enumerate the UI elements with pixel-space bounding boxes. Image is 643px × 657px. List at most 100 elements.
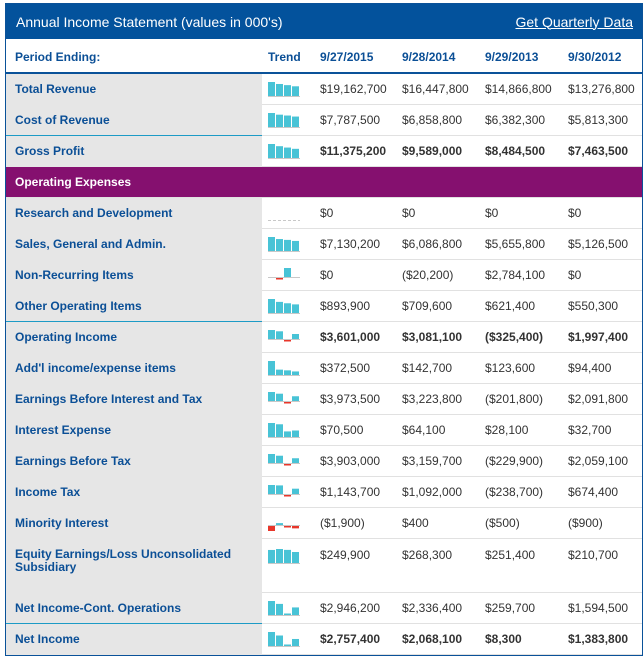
value-cell: $7,463,500	[562, 135, 642, 167]
value-cell: $3,159,700	[396, 445, 479, 477]
value-cell: $6,382,300	[479, 104, 562, 136]
sparkline-bar	[284, 464, 291, 466]
row-label: Gross Profit	[6, 135, 262, 167]
trend-sparkline-icon	[268, 454, 300, 466]
value-cell: $8,484,500	[479, 135, 562, 167]
sparkline-bar	[284, 370, 291, 375]
trend-cell[interactable]	[262, 259, 314, 291]
sparkline-bar	[276, 83, 283, 96]
table-row: Gross Profit $11,375,200 $9,589,000 $8,484,…	[6, 135, 642, 167]
value-cell: $94,400	[562, 352, 642, 384]
income-statement-widget: Annual Income Statement (values in 000's…	[5, 3, 643, 656]
value-cell: ($201,800)	[479, 383, 562, 415]
trend-cell[interactable]	[262, 228, 314, 260]
trend-sparkline-icon	[268, 330, 300, 342]
value-cell: $2,757,400	[314, 623, 396, 655]
trend-cell[interactable]	[262, 538, 314, 593]
trend-sparkline-icon	[268, 268, 300, 280]
sparkline-bar	[284, 402, 291, 404]
sparkline-bar	[284, 115, 291, 127]
sparkline-bar	[268, 237, 275, 251]
date-header[interactable]: 9/28/2014	[396, 39, 479, 74]
value-cell: $142,700	[396, 352, 479, 384]
value-cell: $3,973,500	[314, 383, 396, 415]
row-label: Earnings Before Interest and Tax	[6, 383, 262, 415]
sparkline-bar	[284, 239, 291, 251]
sparkline-bar	[284, 85, 291, 96]
date-header[interactable]: 9/27/2015	[314, 39, 396, 74]
value-cell: $16,447,800	[396, 73, 479, 105]
sparkline-bar	[292, 488, 299, 494]
sparkline-bar	[292, 458, 299, 463]
trend-cell[interactable]	[262, 476, 314, 508]
row-label: Non-Recurring Items	[6, 259, 262, 291]
trend-sparkline-icon	[268, 549, 300, 564]
value-cell: $249,900	[314, 538, 396, 593]
trend-cell[interactable]	[262, 445, 314, 477]
value-cell: $0	[314, 259, 396, 291]
row-label: Add'l income/expense items	[6, 352, 262, 384]
sparkline-bar	[284, 431, 291, 437]
value-cell: $0	[396, 197, 479, 229]
sparkline-bar	[284, 147, 291, 158]
value-cell: $372,500	[314, 352, 396, 384]
trend-sparkline-icon	[268, 423, 300, 438]
sparkline-bar	[284, 303, 291, 313]
value-cell: ($500)	[479, 507, 562, 539]
trend-cell[interactable]	[262, 197, 314, 229]
date-header[interactable]: 9/30/2012	[562, 39, 642, 74]
table-row: Other Operating Items $893,900 $709,600 $62…	[6, 290, 642, 322]
value-cell: $0	[562, 197, 642, 229]
date-header[interactable]: 9/29/2013	[479, 39, 562, 74]
value-cell: $259,700	[479, 592, 562, 624]
sparkline-bar	[268, 392, 275, 401]
trend-cell[interactable]	[262, 290, 314, 322]
sparkline-bar	[268, 82, 275, 96]
trend-cell[interactable]	[262, 73, 314, 105]
income-table: Period Ending: Trend 9/27/2015 9/28/2014…	[6, 39, 642, 655]
value-cell: $251,400	[479, 538, 562, 593]
trend-cell[interactable]	[262, 135, 314, 167]
trend-cell[interactable]	[262, 592, 314, 624]
value-cell: ($20,200)	[396, 259, 479, 291]
trend-cell[interactable]	[262, 383, 314, 415]
value-cell: $674,400	[562, 476, 642, 508]
table-row: Research and Development $0 $0 $0 $0	[6, 197, 642, 229]
trend-cell[interactable]	[262, 623, 314, 655]
sparkline-bar	[268, 601, 275, 615]
value-cell: $709,600	[396, 290, 479, 322]
trend-cell[interactable]	[262, 507, 314, 539]
value-cell: $2,336,400	[396, 592, 479, 624]
sparkline-bar	[268, 144, 275, 158]
sparkline-bar	[276, 146, 283, 158]
value-cell: $1,143,700	[314, 476, 396, 508]
sparkline-bar	[268, 361, 275, 375]
table-row: Cost of Revenue $7,787,500 $6,858,800 $6,38…	[6, 104, 642, 136]
value-cell: $3,081,100	[396, 321, 479, 353]
trend-cell[interactable]	[262, 352, 314, 384]
value-cell: $3,903,000	[314, 445, 396, 477]
section-row: Operating Expenses	[6, 166, 642, 198]
trend-cell[interactable]	[262, 414, 314, 446]
value-cell: $2,946,200	[314, 592, 396, 624]
trend-cell[interactable]	[262, 104, 314, 136]
value-cell: $9,589,000	[396, 135, 479, 167]
sparkline-bar	[268, 423, 275, 437]
value-cell: $2,068,100	[396, 623, 479, 655]
sparkline-bar	[268, 330, 275, 339]
row-label: Net Income	[6, 623, 262, 655]
value-cell: $1,092,000	[396, 476, 479, 508]
trend-sparkline-icon	[268, 144, 300, 159]
value-cell: ($229,900)	[479, 445, 562, 477]
trend-cell[interactable]	[262, 321, 314, 353]
table-row: Net Income-Cont. Operations $2,946,200 $2,…	[6, 592, 642, 624]
sparkline-bar	[276, 455, 283, 463]
sparkline-bar	[276, 393, 283, 401]
table-row: Net Income $2,757,400 $2,068,100 $8,300 $1,3…	[6, 623, 642, 655]
sparkline-bar	[276, 523, 283, 525]
value-cell: $13,276,800	[562, 73, 642, 105]
table-row: Sales, General and Admin. $7,130,200 $6,08…	[6, 228, 642, 260]
sparkline-bar	[292, 148, 299, 158]
value-cell: $893,900	[314, 290, 396, 322]
get-quarterly-data-link[interactable]: Get Quarterly Data	[515, 13, 634, 30]
